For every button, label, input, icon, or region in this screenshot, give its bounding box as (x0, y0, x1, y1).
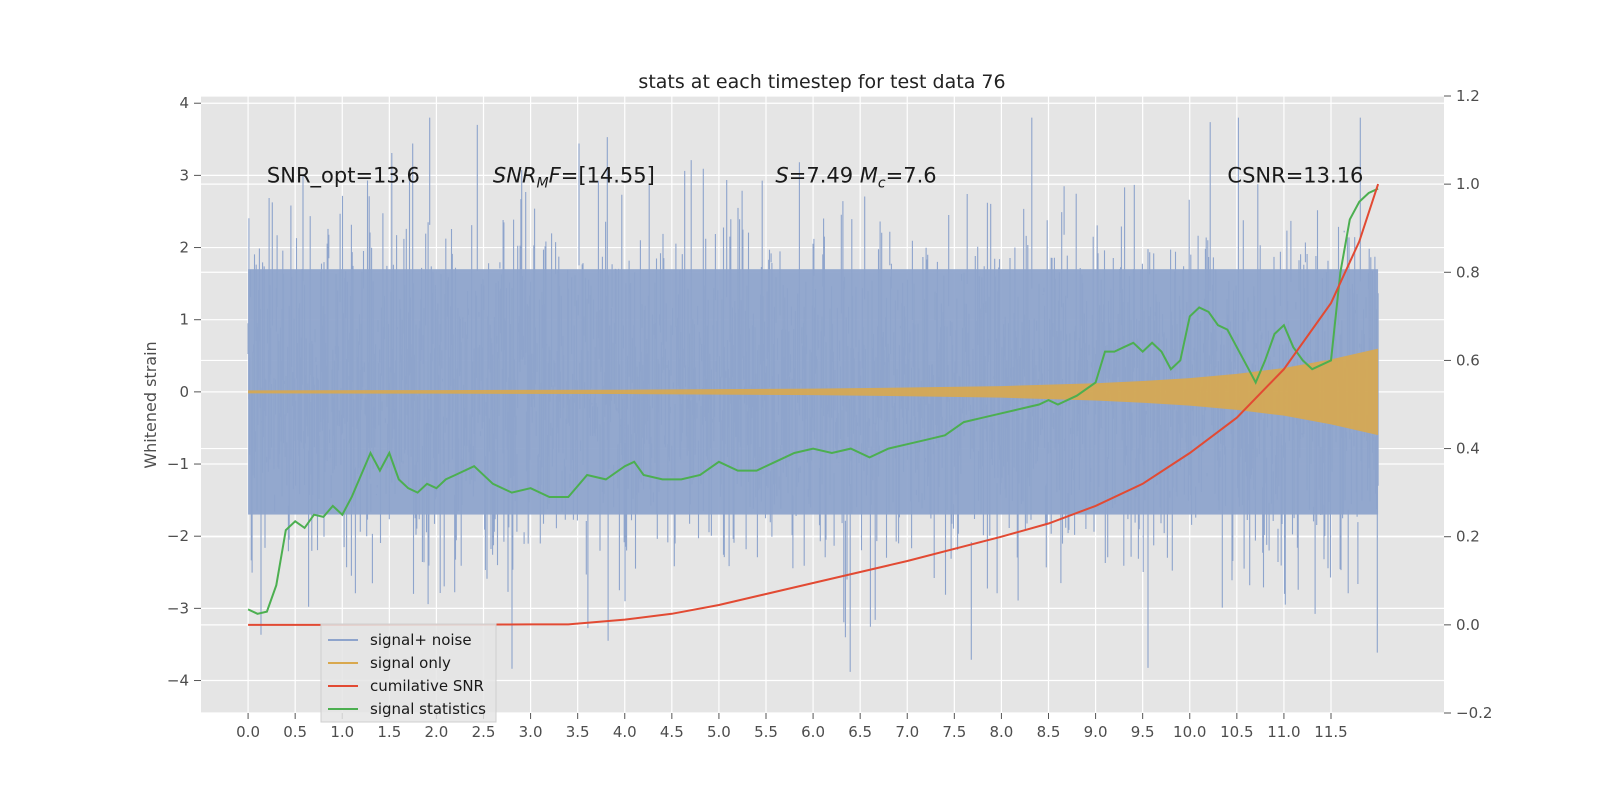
x-tick-label-18: 9.0 (1084, 723, 1108, 741)
legend-label-signal-only: signal only (370, 654, 451, 672)
y-tick-label-left-1: 3 (179, 166, 189, 184)
x-tick-label-19: 9.5 (1131, 723, 1155, 741)
signal-only-envelope (248, 348, 1379, 436)
y-tick-label-left-2: 2 (179, 239, 189, 257)
y-tick-label-left-0: 4 (179, 94, 189, 112)
annotation-s-mc: S=7.49 Mc=7.6 (775, 163, 936, 191)
x-tick-label-21: 10.5 (1220, 723, 1253, 741)
x-axis: 0.0 0.5 1.0 1.5 2.0 2.5 3.0 3.5 4.0 4.5 5.0 5.5 6.0 6… (236, 713, 1348, 741)
y-tick-label-left-6: −2 (167, 527, 189, 545)
y-tick-label-right-5: 0.2 (1456, 528, 1480, 546)
y-axis-right: 1.2 1.0 0.8 0.6 0.4 0.2 0.0 −0.2 (1444, 87, 1492, 722)
x-tick-label-16: 8.0 (989, 723, 1013, 741)
x-tick-label-23: 11.5 (1314, 723, 1347, 741)
y-tick-label-left-5: −1 (167, 455, 189, 473)
x-tick-label-22: 11.0 (1267, 723, 1300, 741)
x-tick-label-6: 3.0 (519, 723, 543, 741)
annotations: SNR_opt=13.6 SNRMF=[14.55] S=7.49 Mc=7.6 CS… (267, 163, 1364, 191)
y-tick-label-left-3: 1 (179, 311, 189, 329)
y-tick-label-right-0: 1.2 (1456, 87, 1480, 105)
x-tick-label-8: 4.0 (613, 723, 637, 741)
chart-title: stats at each timestep for test data 76 (638, 71, 1005, 93)
x-tick-label-0: 0.0 (236, 723, 260, 741)
x-tick-label-17: 8.5 (1037, 723, 1061, 741)
signal-only-series (248, 348, 1379, 436)
legend-label-signal-statistics: signal statistics (370, 700, 486, 718)
x-tick-label-14: 7.0 (895, 723, 919, 741)
y-axis-label: Whitened strain (141, 341, 160, 468)
x-tick-label-7: 3.5 (566, 723, 590, 741)
x-tick-label-12: 6.0 (801, 723, 825, 741)
x-tick-label-10: 5.0 (707, 723, 731, 741)
y-tick-label-right-6: 0.0 (1456, 616, 1480, 634)
legend-label-cumulative-snr: cumilative SNR (370, 677, 484, 695)
y-axis-left: 4 3 2 1 0 −1 −2 −3 −4 (167, 94, 201, 690)
y-tick-label-right-3: 0.6 (1456, 351, 1480, 369)
y-tick-label-right-2: 0.8 (1456, 263, 1480, 281)
x-tick-label-3: 1.5 (377, 723, 401, 741)
y-tick-label-left-8: −4 (167, 672, 189, 690)
legend: signal+ noise signal only cumilative SNR… (320, 623, 497, 723)
legend-label-noise: signal+ noise (370, 631, 472, 649)
y-tick-label-right-1: 1.0 (1456, 175, 1480, 193)
x-tick-label-9: 4.5 (660, 723, 684, 741)
x-tick-label-11: 5.5 (754, 723, 778, 741)
x-tick-label-15: 7.5 (942, 723, 966, 741)
x-tick-label-5: 2.5 (472, 723, 496, 741)
x-tick-label-2: 1.0 (330, 723, 354, 741)
signal-statistics-line (247, 187, 1379, 615)
annotation-snr-opt: SNR_opt=13.6 (267, 163, 420, 188)
x-tick-label-4: 2.0 (424, 723, 448, 741)
cumulative-snr-line (248, 183, 1380, 626)
x-tick-label-1: 0.5 (283, 723, 307, 741)
y-tick-label-right-4: 0.4 (1456, 440, 1480, 458)
line-series (247, 183, 1380, 626)
annotation-csnr: CSNR=13.16 (1227, 163, 1363, 187)
y-tick-label-left-7: −3 (167, 599, 189, 617)
y-tick-label-left-4: 0 (179, 383, 189, 401)
y-tick-label-right-7: −0.2 (1456, 704, 1492, 722)
annotation-snr-mf: SNRMF=[14.55] (493, 163, 655, 191)
x-tick-label-20: 10.0 (1173, 723, 1206, 741)
x-tick-label-13: 6.5 (848, 723, 872, 741)
